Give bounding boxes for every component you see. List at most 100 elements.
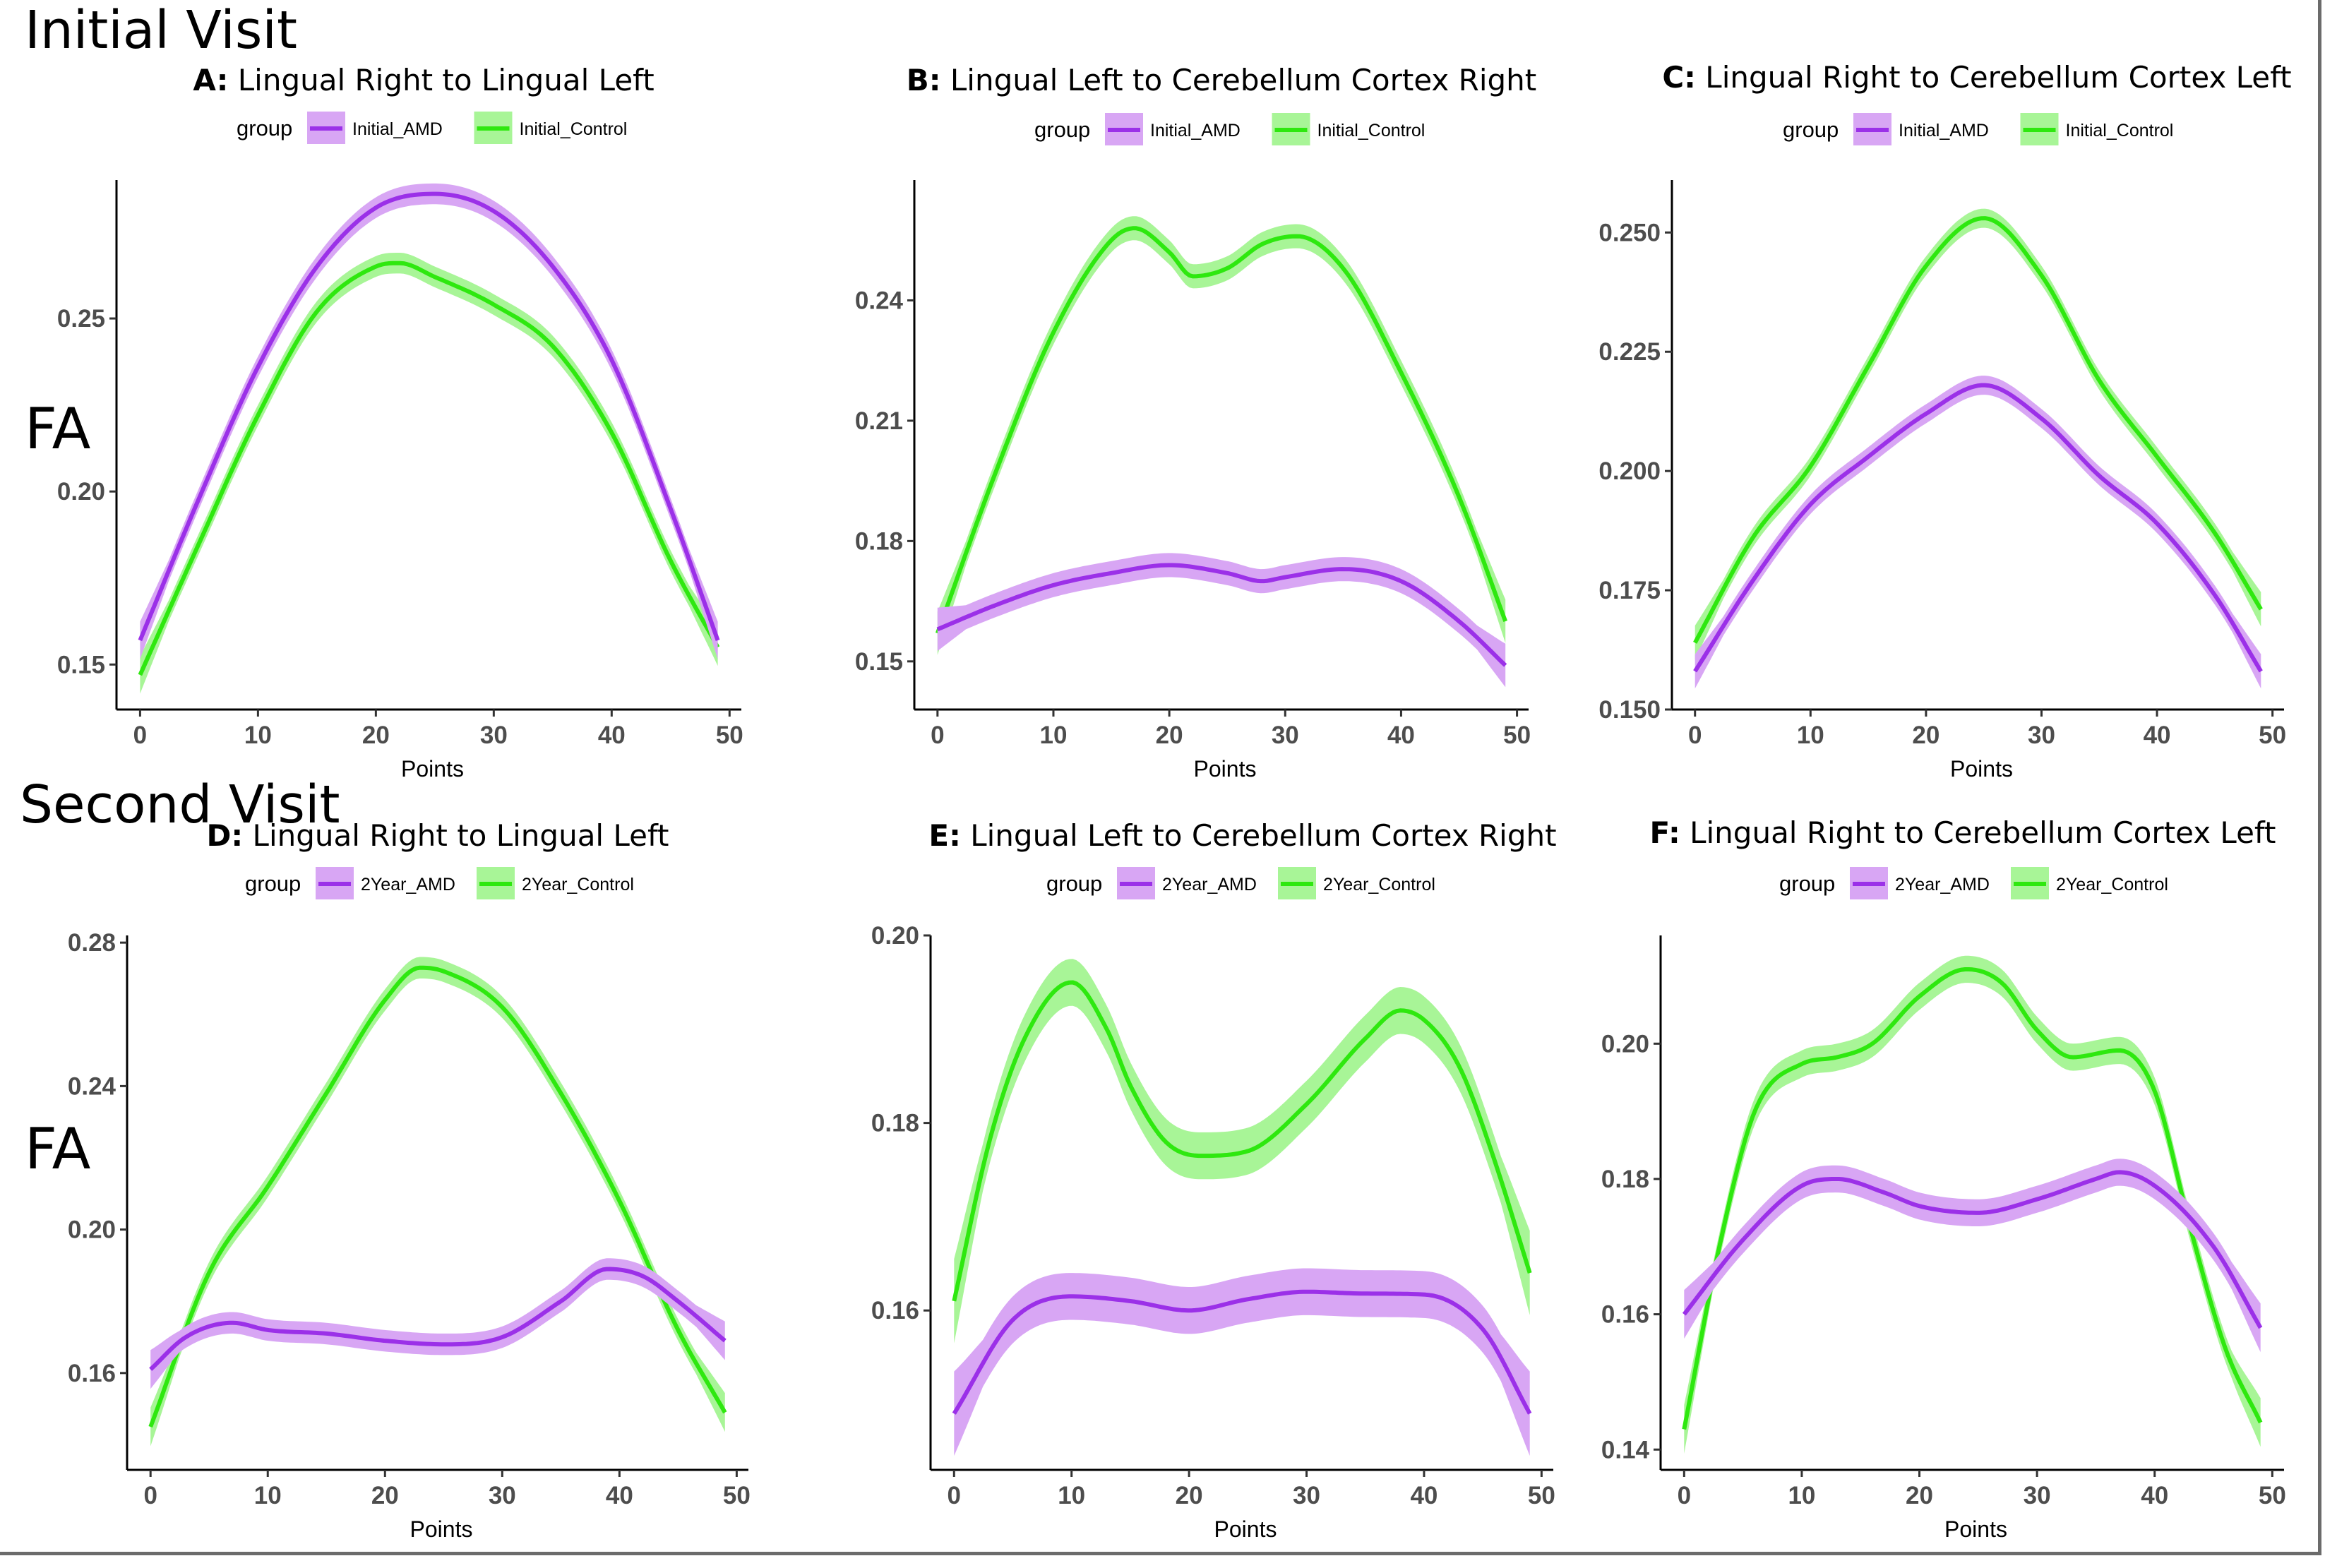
x-tick-label: 50 xyxy=(1528,1482,1555,1509)
panel-title-text: Lingual Right to Cerebellum Cortex Left xyxy=(1680,815,2276,850)
y-tick-label: 0.28 xyxy=(68,929,116,957)
y-tick-label: 0.25 xyxy=(57,305,105,333)
x-tick-label: 40 xyxy=(2141,1482,2168,1509)
confidence-band-amd xyxy=(1695,376,2261,689)
x-tick-label: 30 xyxy=(1272,722,1299,749)
series-line-amd xyxy=(952,1289,1532,1415)
legend-label-amd: Initial_AMD xyxy=(1899,121,1989,140)
y-tick-label: 0.24 xyxy=(855,287,904,314)
x-tick-label: 50 xyxy=(723,1482,751,1509)
y-tick-label: 0.14 xyxy=(1601,1436,1650,1464)
y-tick-label: 0.15 xyxy=(855,648,903,676)
x-axis-label: Points xyxy=(410,1516,473,1542)
panel-title-E: E: Lingual Left to Cerebellum Cortex Rig… xyxy=(928,818,1556,853)
series-line-amd xyxy=(138,191,720,642)
panel-letter: A: xyxy=(193,63,228,97)
confidence-band-amd xyxy=(954,1268,1530,1456)
series-line-amd xyxy=(149,1267,727,1371)
legend-label-amd: 2Year_AMD xyxy=(1162,875,1257,894)
y-tick-label: 0.16 xyxy=(1601,1301,1649,1329)
panel-letter: C: xyxy=(1662,60,1696,95)
x-tick-label: 20 xyxy=(1906,1482,1933,1509)
panel-title-A: A: Lingual Right to Lingual Left xyxy=(193,63,654,97)
x-tick-label: 50 xyxy=(2259,1482,2286,1509)
y-tick-label: 0.18 xyxy=(871,1110,919,1137)
x-tick-label: 10 xyxy=(1797,722,1824,749)
y-tick-label: 0.250 xyxy=(1598,219,1661,246)
panel-D: D: Lingual Right to Lingual Left group 2Ye… xyxy=(68,818,751,1542)
y-tick-label: 0.20 xyxy=(57,478,105,505)
x-axis-label: Points xyxy=(1950,756,2013,782)
x-tick-label: 10 xyxy=(1040,722,1068,749)
y-tick-label: 0.20 xyxy=(68,1216,116,1244)
x-axis-label: Points xyxy=(401,756,464,782)
panel-F: F: Lingual Right to Cerebellum Cortex Le… xyxy=(1601,815,2286,1542)
panel-C: C: Lingual Right to Cerebellum Cortex Le… xyxy=(1598,60,2291,782)
confidence-band-amd xyxy=(140,183,718,659)
legend-title: group xyxy=(237,116,292,140)
series-line-control xyxy=(952,980,1532,1302)
y-tick-label: 0.21 xyxy=(855,407,903,435)
x-axis-label: Points xyxy=(1944,1516,2007,1542)
legend-label-control: Initial_Control xyxy=(520,119,628,139)
legend-title: group xyxy=(1783,117,1839,142)
x-tick-label: 40 xyxy=(1387,722,1415,749)
panel-title-text: Lingual Right to Lingual Left xyxy=(243,818,669,853)
panel-letter: B: xyxy=(907,63,941,97)
x-tick-label: 30 xyxy=(2028,722,2055,749)
x-tick-label: 20 xyxy=(1176,1482,1203,1509)
y-tick-label: 0.225 xyxy=(1598,338,1661,366)
confidence-band-control xyxy=(1695,208,2261,660)
x-tick-label: 0 xyxy=(948,1482,961,1509)
x-tick-label: 0 xyxy=(931,722,944,749)
y-tick-label: 0.24 xyxy=(68,1072,116,1100)
row-title-initial: Initial Visit xyxy=(25,0,297,61)
legend-label-amd: 2Year_AMD xyxy=(1895,875,1990,894)
series-line-control xyxy=(1682,967,2263,1430)
x-tick-label: 40 xyxy=(2144,722,2171,749)
x-tick-label: 30 xyxy=(1293,1482,1320,1509)
x-tick-label: 20 xyxy=(1912,722,1940,749)
x-tick-label: 30 xyxy=(480,722,508,749)
y-tick-label: 0.15 xyxy=(57,651,105,678)
series-line-control xyxy=(935,226,1508,635)
y-tick-label: 0.20 xyxy=(871,922,919,950)
y-tick-label: 0.18 xyxy=(1601,1166,1649,1193)
x-tick-label: 40 xyxy=(606,1482,633,1509)
x-tick-label: 10 xyxy=(1788,1482,1815,1509)
legend-label-control: Initial_Control xyxy=(2066,121,2174,140)
panel-E: E: Lingual Left to Cerebellum Cortex Rig… xyxy=(871,818,1557,1542)
legend-label-control: 2Year_Control xyxy=(2056,875,2168,894)
legend-label-control: Initial_Control xyxy=(1317,121,1426,140)
x-tick-label: 0 xyxy=(143,1482,157,1509)
x-tick-label: 20 xyxy=(362,722,390,749)
confidence-band-amd xyxy=(1684,1159,2261,1353)
panel-A: A: Lingual Right to Lingual Left group Ini… xyxy=(57,63,743,782)
y-axis-label-row1: FA xyxy=(25,396,91,462)
x-tick-label: 0 xyxy=(1688,722,1702,749)
legend-title: group xyxy=(245,871,301,896)
x-tick-label: 10 xyxy=(254,1482,282,1509)
series-line-control xyxy=(148,965,727,1428)
x-tick-label: 10 xyxy=(244,722,272,749)
legend-label-control: 2Year_Control xyxy=(1323,875,1435,894)
x-tick-label: 0 xyxy=(133,722,147,749)
legend-label-amd: Initial_AMD xyxy=(352,119,443,139)
confidence-band-control xyxy=(150,957,725,1447)
series-line-amd xyxy=(1693,383,2263,673)
y-tick-label: 0.18 xyxy=(855,527,903,555)
panel-title-text: Lingual Right to Lingual Left xyxy=(228,63,654,97)
x-tick-label: 50 xyxy=(1503,722,1531,749)
panel-B: B: Lingual Left to Cerebellum Cortex Rig… xyxy=(855,63,1536,782)
x-tick-label: 20 xyxy=(1156,722,1183,749)
panel-title-text: Lingual Right to Cerebellum Cortex Left xyxy=(1696,60,2292,95)
y-tick-label: 0.16 xyxy=(68,1360,116,1387)
panel-title-text: Lingual Left to Cerebellum Cortex Right xyxy=(961,818,1557,853)
confidence-band-amd xyxy=(937,553,1506,688)
legend-label-amd: Initial_AMD xyxy=(1150,121,1241,140)
y-tick-label: 0.150 xyxy=(1598,696,1661,724)
y-axis-label-row2: FA xyxy=(25,1116,91,1182)
x-tick-label: 40 xyxy=(598,722,626,749)
